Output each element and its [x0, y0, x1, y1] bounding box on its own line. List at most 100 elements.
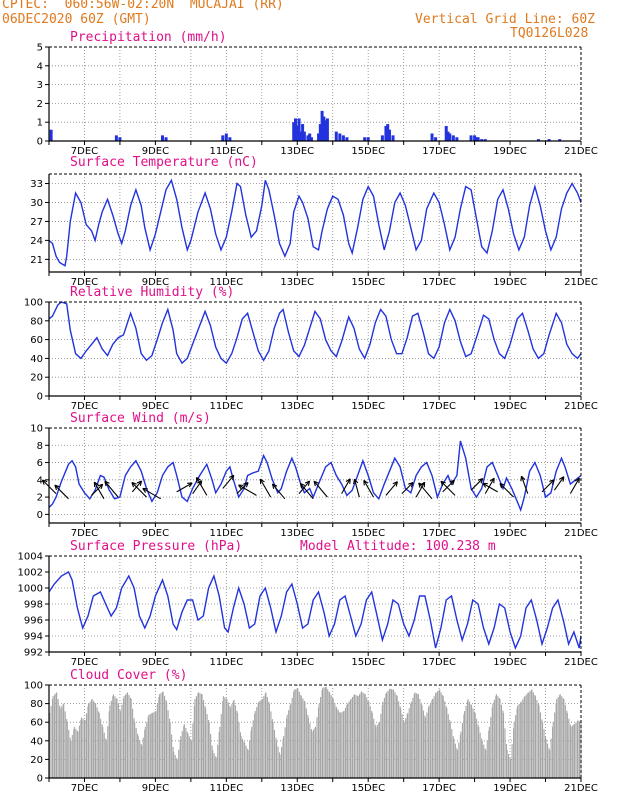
x-tick-label: 13DEC — [280, 401, 314, 412]
y-tick-label: 0 — [37, 392, 43, 403]
cloud-bar — [500, 704, 503, 778]
cloud-bar — [275, 740, 278, 778]
cloud-title: Cloud Cover (%) — [70, 668, 187, 683]
cloud-bar — [432, 698, 434, 778]
precip-bar — [302, 131, 306, 141]
wind-arrow — [298, 480, 311, 494]
x-tick-label: 9DEC — [142, 783, 169, 794]
cloud-bar — [173, 751, 175, 778]
cloud-bar — [349, 699, 351, 778]
y-tick-label: 33 — [30, 179, 43, 190]
cloud-bar — [261, 699, 263, 778]
cloud-bar — [573, 724, 576, 778]
precip-bar — [297, 118, 301, 141]
cloud-bar — [297, 688, 299, 778]
cloud-bar — [315, 726, 317, 778]
cloud-bar — [337, 710, 339, 778]
cloud-bar — [132, 708, 134, 778]
x-tick-label: 21DEC — [564, 277, 598, 288]
x-tick-label: 13DEC — [280, 528, 314, 539]
cloud-bar — [314, 727, 316, 778]
cloud-bar — [247, 748, 249, 778]
cloud-bar — [527, 692, 529, 778]
cloud-bar — [554, 712, 556, 778]
cloud-bar — [275, 737, 277, 778]
cloud-bar — [481, 740, 483, 778]
cloud-bar — [168, 718, 171, 778]
cloud-bar — [557, 697, 559, 778]
cloud-bar — [360, 692, 362, 778]
precip-bar — [228, 137, 232, 141]
cloud-bar — [225, 698, 227, 778]
precip-bar — [444, 125, 448, 141]
wind-arrow — [442, 479, 455, 493]
cloud-bar — [552, 726, 554, 778]
x-tick-label: 11DEC — [209, 528, 243, 539]
x-tick-label: 19DEC — [493, 146, 527, 157]
precip-bar — [160, 135, 164, 141]
cloud-bar — [568, 718, 570, 778]
cloud-bar — [272, 722, 274, 778]
cloud-bar — [234, 705, 237, 778]
cloud-bar — [142, 737, 144, 778]
cloud-bar — [417, 694, 419, 778]
cloud-bar — [537, 703, 539, 778]
cloud-bar — [502, 712, 505, 778]
x-tick-label: 7DEC — [71, 401, 98, 412]
precip-title: Precipitation (mm/h) — [70, 30, 227, 45]
cloud-bar — [483, 744, 485, 778]
cloud-bar — [373, 718, 375, 778]
cloud-bar — [578, 721, 581, 778]
cloud-bar — [541, 722, 544, 778]
cloud-bar — [147, 716, 149, 778]
cloud-bar — [449, 722, 451, 778]
cloud-bar — [273, 729, 276, 778]
pressure-title: Surface Pressure (hPa) — [70, 539, 242, 554]
x-tick-label: 9DEC — [142, 146, 169, 157]
cloud-bar — [408, 708, 410, 778]
precip-bar — [480, 139, 484, 141]
cloud-bar — [346, 703, 349, 778]
cloud-bar — [328, 691, 330, 778]
cloud-bar — [325, 687, 327, 778]
wind-arrow — [195, 476, 208, 496]
cloud-bar — [126, 693, 128, 778]
cloud-bar — [466, 700, 469, 778]
header-station: CPTEC: 060:56W-02:20N MUCAJAI (RR) — [2, 0, 284, 12]
cloud-bar — [137, 736, 139, 778]
cloud-bar — [396, 696, 398, 778]
cloud-bar — [268, 703, 271, 778]
cloud-bar — [422, 710, 424, 778]
precip-bar — [338, 133, 342, 141]
cloud-bar — [529, 691, 531, 778]
cloud-bar — [471, 705, 473, 778]
pressure-panel: 992 994 996 998 1000 1002 1004 7DEC 9DEC 11DEC 13D… — [18, 539, 598, 668]
cloud-bar — [406, 714, 408, 778]
cloud-bar — [491, 707, 493, 778]
cloud-bar — [468, 701, 471, 778]
y-tick-label: 5 — [37, 43, 43, 54]
y-tick-label: 996 — [24, 616, 43, 627]
precip-bar — [476, 137, 480, 141]
precip-bar — [451, 135, 455, 141]
cloud-bar — [55, 693, 57, 778]
cloud-bar — [532, 692, 534, 778]
cloud-bar — [192, 723, 194, 778]
cloud-bar — [123, 696, 125, 778]
cloud-bar — [511, 743, 513, 778]
cloud-bar — [103, 732, 105, 778]
cloud-bar — [257, 703, 259, 778]
precip-bar — [363, 137, 367, 141]
cloud-bar — [477, 724, 479, 778]
x-tick-label: 11DEC — [209, 657, 243, 668]
wind-arrow — [482, 482, 498, 493]
wind-arrow — [363, 479, 374, 498]
x-tick-label: 7DEC — [71, 528, 98, 539]
cloud-bar — [359, 694, 361, 778]
wind-arrow — [131, 480, 143, 493]
cloud-bar — [484, 748, 486, 778]
cloud-bar — [188, 736, 190, 778]
cloud-bar — [51, 698, 54, 778]
cloud-bar — [527, 693, 529, 778]
x-tick-label: 9DEC — [142, 401, 169, 412]
